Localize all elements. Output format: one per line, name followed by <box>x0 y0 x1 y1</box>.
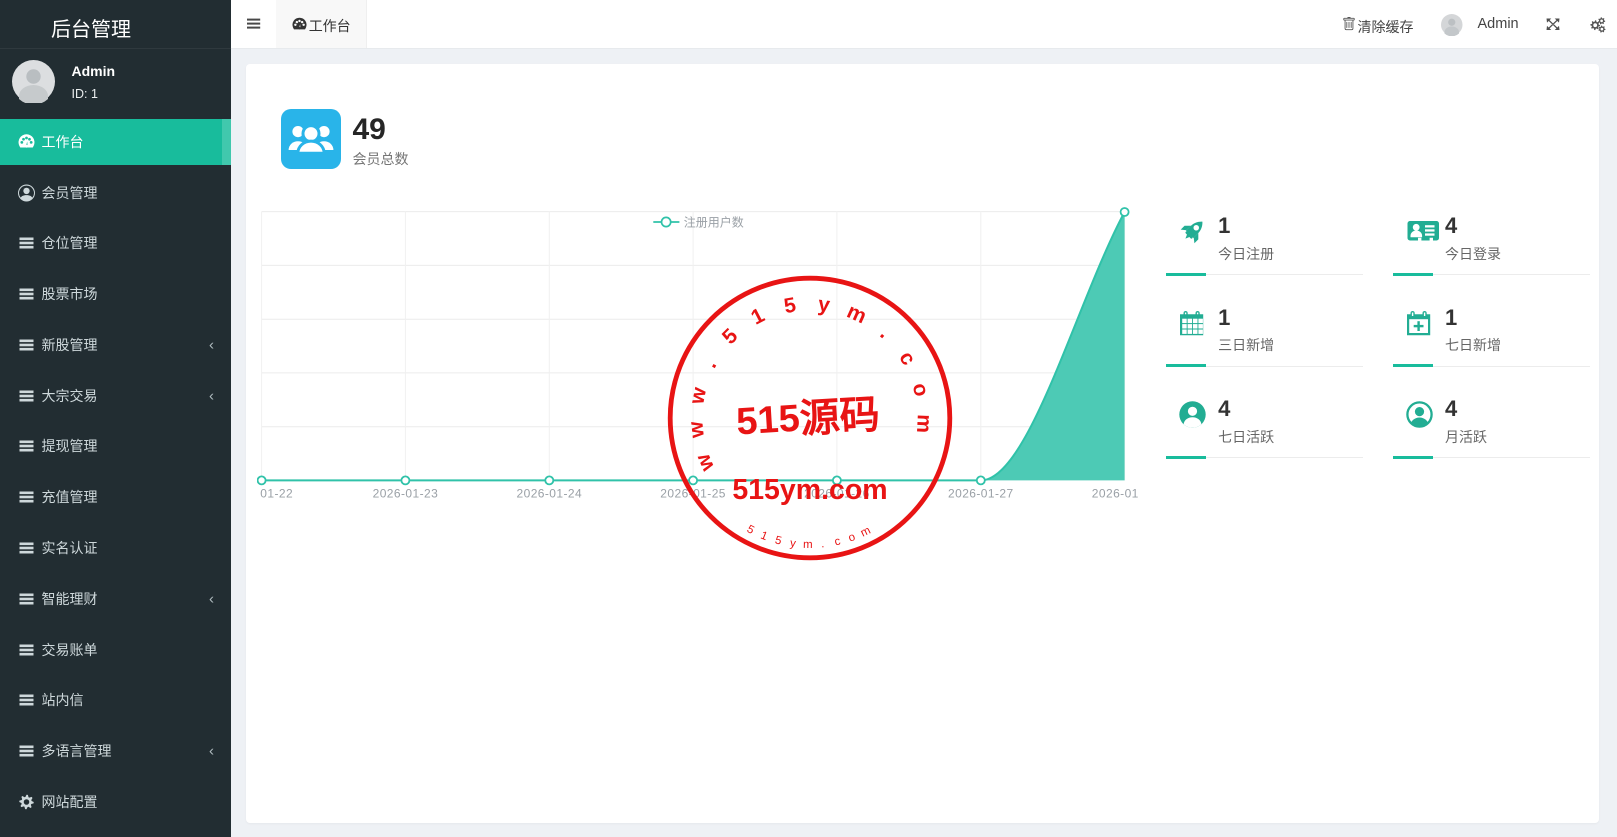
svg-text:c: c <box>894 347 920 369</box>
svg-text:.: . <box>876 322 896 343</box>
svg-text:5: 5 <box>774 534 783 547</box>
svg-text:w: w <box>684 420 709 440</box>
svg-text:2026-01-24: 2026-01-24 <box>517 487 583 501</box>
svg-text:2026-01-26: 2026-01-26 <box>804 487 870 501</box>
svg-text:5: 5 <box>718 324 743 349</box>
svg-text:c: c <box>833 535 841 548</box>
svg-text:5: 5 <box>745 523 756 537</box>
svg-text:m: m <box>803 539 813 551</box>
svg-text:.: . <box>698 356 721 372</box>
svg-text:w: w <box>685 385 711 407</box>
svg-text:m: m <box>843 300 869 329</box>
svg-text:515源码: 515源码 <box>735 391 881 445</box>
svg-text:1: 1 <box>747 304 768 330</box>
svg-text:m: m <box>859 525 873 540</box>
svg-text:注册用户数: 注册用户数 <box>684 214 744 229</box>
svg-text:m: m <box>912 414 936 434</box>
svg-text:5: 5 <box>782 293 798 318</box>
svg-text:515ym.com: 515ym.com <box>732 474 887 506</box>
svg-text:2026-01-23: 2026-01-23 <box>373 487 439 501</box>
svg-text:.: . <box>821 538 825 550</box>
svg-text:w: w <box>691 450 719 476</box>
svg-text:o: o <box>847 531 857 544</box>
svg-text:2026-01-27: 2026-01-27 <box>948 487 1014 501</box>
svg-text:01-22: 01-22 <box>260 487 293 501</box>
svg-text:y: y <box>817 293 832 317</box>
svg-text:o: o <box>908 381 933 399</box>
svg-text:y: y <box>789 537 797 550</box>
svg-text:2026-01-28: 2026-01-28 <box>1092 487 1138 501</box>
svg-text:1: 1 <box>759 530 769 544</box>
